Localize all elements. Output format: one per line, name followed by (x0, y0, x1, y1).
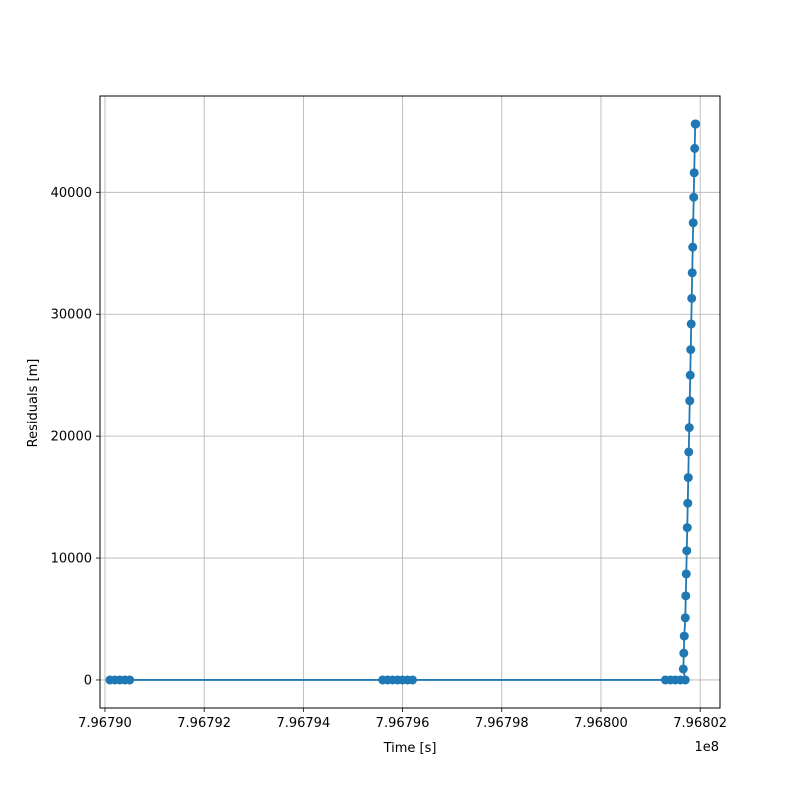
x-axis-label: Time [s] (383, 741, 437, 756)
data-point (684, 423, 694, 433)
data-point (687, 293, 697, 303)
x-tick-label: 7.96794 (276, 716, 330, 731)
data-point (679, 631, 689, 641)
x-tick-label: 7.96798 (475, 716, 529, 731)
data-point (681, 569, 691, 579)
x-tick-label: 7.96792 (177, 716, 231, 731)
data-point (689, 192, 699, 202)
x-tick-label: 7.96800 (574, 716, 628, 731)
data-point (689, 168, 699, 178)
y-tick-label: 0 (84, 673, 92, 688)
plot-frame (99, 95, 721, 709)
grid (100, 96, 720, 708)
x-tick-label: 7.96790 (78, 716, 132, 731)
x-axis: 7.96790 7.96792 7.96794 7.96796 7.96798 7.968… (78, 708, 727, 731)
x-tick-label: 7.96796 (376, 716, 430, 731)
data-point (679, 648, 689, 658)
y-tick-label: 20000 (51, 430, 92, 445)
y-axis: 0 10000 20000 30000 40000 (51, 186, 100, 688)
x-tick-label: 7.96802 (673, 716, 727, 731)
data-point (682, 546, 692, 556)
data-point (125, 675, 135, 685)
data-point (691, 119, 701, 129)
x-offset-label: 1e8 (694, 740, 719, 755)
data-point (687, 268, 697, 278)
data-point (407, 675, 417, 685)
data-point (680, 675, 690, 685)
data-point (690, 143, 700, 153)
y-tick-label: 40000 (51, 186, 92, 201)
data-point (684, 447, 694, 457)
data-point (685, 396, 695, 406)
y-tick-label: 30000 (51, 308, 92, 323)
data-point (688, 242, 698, 252)
data-point (685, 370, 695, 380)
data-point (682, 523, 692, 533)
y-tick-label: 10000 (51, 552, 92, 567)
data-point (683, 473, 693, 483)
data-point (680, 613, 690, 623)
y-axis-label: Residuals [m] (26, 359, 41, 448)
data-point (688, 218, 698, 228)
data-point (681, 591, 691, 601)
data-point (678, 664, 688, 674)
data-point (686, 345, 696, 355)
series-residuals (105, 119, 701, 685)
data-point (686, 319, 696, 329)
data-point (683, 498, 693, 508)
